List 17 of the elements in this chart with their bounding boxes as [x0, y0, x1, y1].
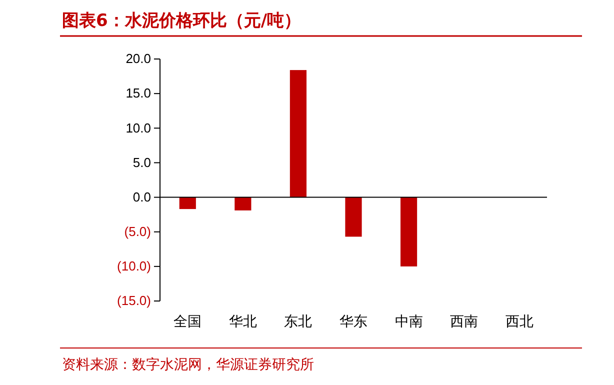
x-tick-label: 中南 — [394, 314, 423, 330]
x-tick-label: 华东 — [340, 314, 368, 330]
text: 资料来源：数字水泥网，华源证券研究所 — [62, 357, 314, 373]
y-tick-label: 15.0 — [126, 86, 151, 101]
chart-title: 图表6：水泥价格环比（元/吨） — [62, 11, 302, 31]
y-tick-label: 20.0 — [126, 51, 151, 66]
y-tick-label: (5.0) — [124, 224, 151, 240]
y-tick-label: 0.0 — [132, 189, 151, 204]
x-tick-label: 西南 — [450, 314, 478, 330]
x-tick-label: 全国 — [174, 314, 202, 330]
x-tick-label: 华北 — [228, 314, 257, 330]
x-tick-label: 西北 — [505, 314, 534, 330]
y-tick-label: (10.0) — [117, 258, 151, 274]
y-tick-label: 10.0 — [126, 120, 151, 136]
y-tick-label: 5.0 — [132, 154, 151, 170]
x-tick-label: 东北 — [284, 314, 312, 330]
y-tick-label: (15.0) — [117, 293, 151, 308]
